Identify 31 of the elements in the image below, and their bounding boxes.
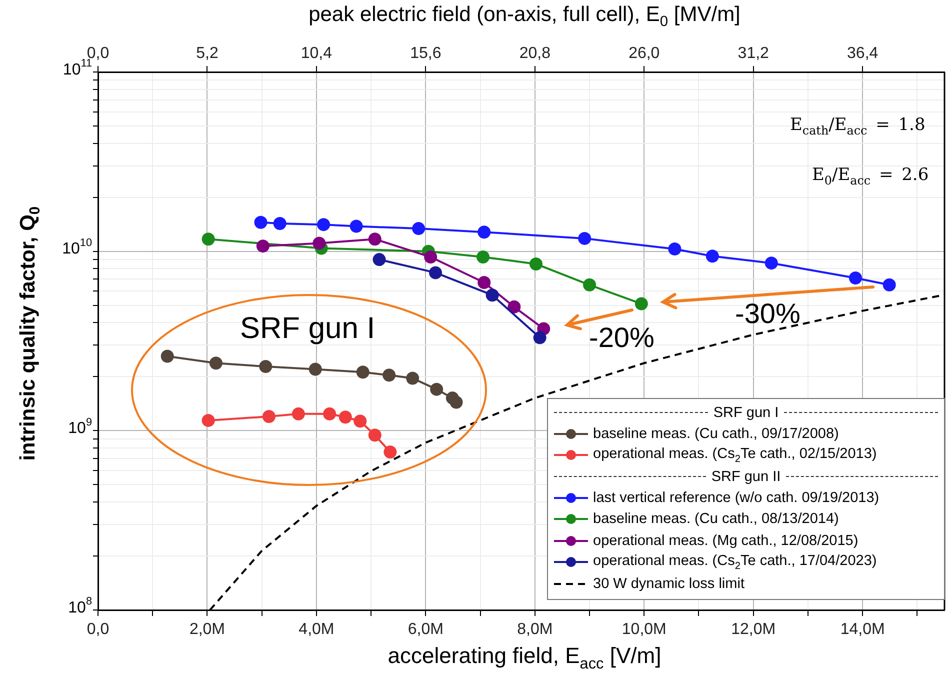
legend-label: operational meas. (Cs$_{2}$Te cath., 02/15/2013) <box>593 446 877 465</box>
x2-tick-label: 31,2 <box>738 44 770 62</box>
annotation: SRF gun II <box>710 468 782 484</box>
x-tick-label: 6,0M <box>408 621 444 638</box>
x2-tick-label: 5,2 <box>196 44 218 62</box>
x2-axis-title: peak electric field (on-axis, full cell), E$_{0}$ [MV/m] <box>308 3 742 30</box>
legend-label: 30 W dynamic loss limit <box>593 576 744 592</box>
x2-tick-label: 10,4 <box>300 44 332 62</box>
x-tick-label: 14,0M <box>840 621 885 638</box>
legend-label: operational meas. (Cs$_{2}$Te cath., 17/04/2023) <box>593 552 877 572</box>
legend-label: operational meas. (Mg cath., 12/08/2015) <box>593 532 858 549</box>
annotation: SRF gun I <box>712 404 780 420</box>
x-tick-label: 4,0M <box>298 621 334 638</box>
x-tick-label: 0,0 <box>86 621 110 638</box>
x2-tick-label: 36,4 <box>847 44 878 62</box>
annotation: SRF gun I <box>240 312 376 346</box>
annotation: -20% <box>589 322 654 354</box>
x-axis-title: accelerating field, E$_{acc}$ [V/m] <box>386 643 662 674</box>
legend-label: last vertical reference (w/o cath. 09/19/2013) <box>593 490 880 506</box>
x2-tick-label: 15,6 <box>410 44 442 62</box>
annotation: -30% <box>735 298 800 330</box>
x-tick-label: 10,0M <box>622 621 666 638</box>
x2-tick-label: 26,0 <box>628 44 660 62</box>
x2-tick-label: 20,8 <box>519 44 551 62</box>
legend-label: baseline meas. (Cu cath., 09/17/2008) <box>593 426 839 442</box>
x-tick-label: 12,0M <box>731 621 776 638</box>
annotation: E$_{cath}$/E$_{acc}$ = 1.8 <box>790 115 926 138</box>
x-tick-label: 8,0M <box>517 621 553 638</box>
legend-label: baseline meas. (Cu cath., 08/13/2014) <box>593 511 839 528</box>
x-tick-label: 2,0M <box>189 621 226 638</box>
annotation: E$_{0}$/E$_{acc}$ = 2.6 <box>812 165 929 188</box>
